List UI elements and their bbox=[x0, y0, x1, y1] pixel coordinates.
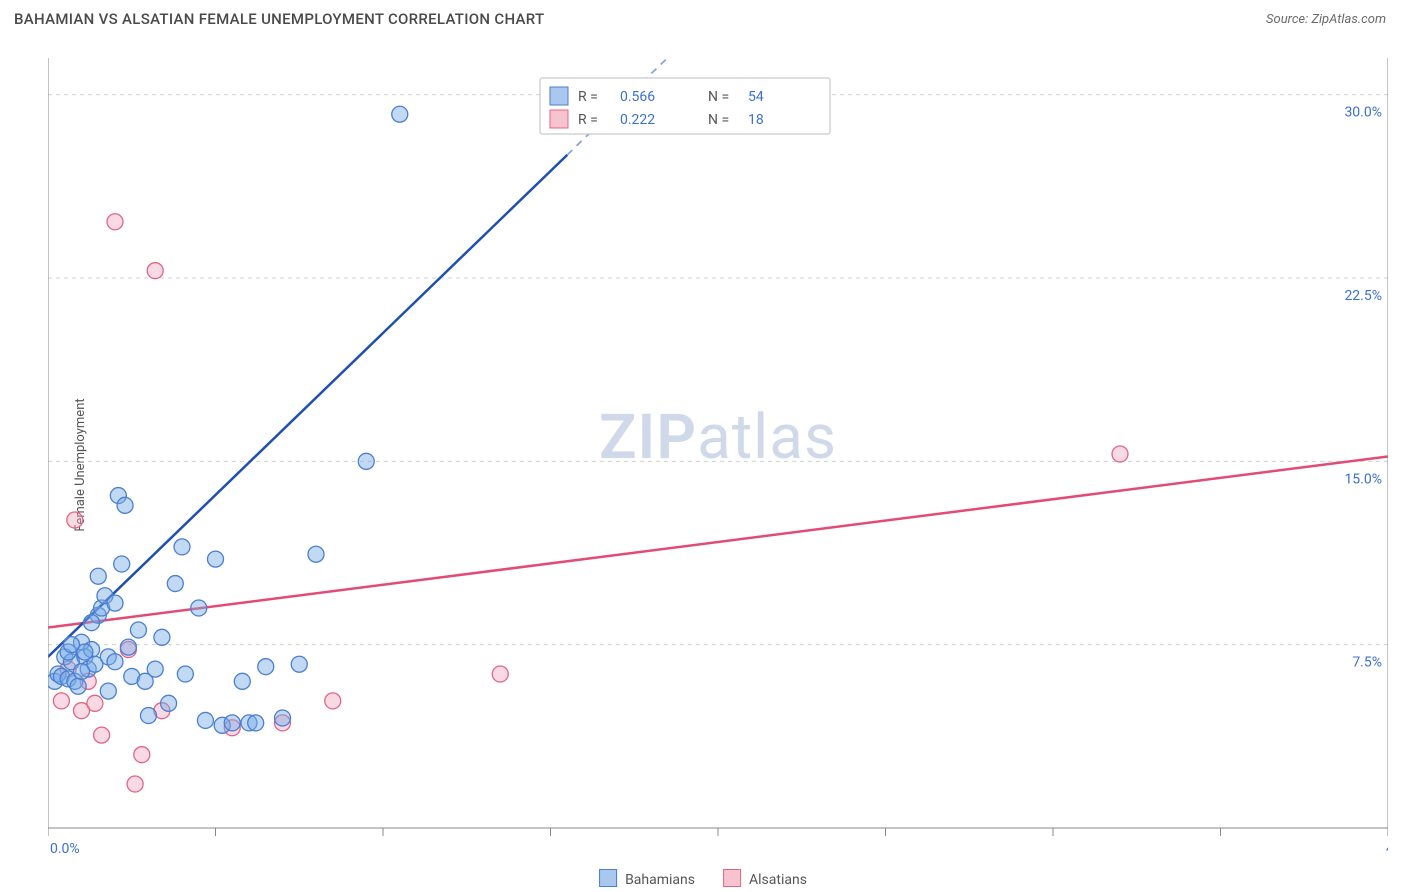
data-point-alsatian bbox=[134, 747, 150, 763]
legend-label-alsatians: Alsatians bbox=[749, 872, 807, 888]
data-point-bahamian bbox=[141, 708, 157, 724]
data-point-bahamian bbox=[114, 556, 130, 572]
legend-r-label-2: R = bbox=[578, 112, 598, 128]
data-point-alsatian bbox=[67, 512, 83, 528]
source-prefix: Source: bbox=[1266, 12, 1311, 27]
data-point-bahamian bbox=[147, 661, 163, 677]
legend-r-value-1: 0.566 bbox=[620, 89, 655, 105]
legend-item-bahamians: Bahamians bbox=[599, 869, 695, 888]
data-point-bahamian bbox=[117, 497, 133, 513]
svg-text:22.5%: 22.5% bbox=[1344, 288, 1382, 304]
legend-n-value-2: 18 bbox=[748, 112, 764, 128]
correlation-legend: R = 0.566 N = 54 R = 0.222 N = 18 bbox=[540, 78, 830, 134]
legend-n-label-1: N = bbox=[708, 89, 729, 105]
legend-r-value-2: 0.222 bbox=[620, 112, 655, 128]
data-point-bahamian bbox=[130, 622, 146, 638]
data-point-alsatian bbox=[53, 693, 69, 709]
data-point-bahamian bbox=[70, 678, 86, 694]
svg-text:7.5%: 7.5% bbox=[1352, 655, 1382, 671]
source-name: ZipAtlas.com bbox=[1311, 12, 1386, 27]
data-point-bahamian bbox=[248, 715, 264, 731]
data-point-alsatian bbox=[147, 263, 163, 279]
legend-n-value-1: 54 bbox=[748, 89, 764, 105]
source-label: Source: ZipAtlas.com bbox=[1266, 12, 1386, 27]
data-point-alsatian bbox=[107, 214, 123, 230]
data-point-bahamian bbox=[84, 615, 100, 631]
data-point-alsatian bbox=[492, 666, 508, 682]
data-point-bahamian bbox=[74, 664, 90, 680]
data-point-bahamian bbox=[120, 639, 136, 655]
data-point-bahamian bbox=[177, 666, 193, 682]
data-point-bahamian bbox=[291, 656, 307, 672]
data-point-alsatian bbox=[1112, 446, 1128, 462]
legend-n-label-2: N = bbox=[708, 112, 729, 128]
plot-area: Female Unemployment ZIPatlas 0.0%40.0% 7… bbox=[0, 38, 1406, 892]
data-point-bahamian bbox=[208, 551, 224, 567]
data-point-bahamian bbox=[392, 106, 408, 122]
legend-swatch-alsatians bbox=[550, 110, 568, 128]
data-point-bahamian bbox=[167, 576, 183, 592]
data-point-alsatian bbox=[94, 727, 110, 743]
data-point-bahamian bbox=[107, 654, 123, 670]
data-point-alsatian bbox=[87, 695, 103, 711]
data-point-bahamian bbox=[154, 629, 170, 645]
data-point-alsatian bbox=[127, 776, 143, 792]
swatch-pink bbox=[723, 869, 741, 887]
data-point-bahamian bbox=[90, 568, 106, 584]
data-point-bahamian bbox=[258, 659, 274, 675]
data-point-bahamian bbox=[161, 695, 177, 711]
data-point-bahamian bbox=[234, 673, 250, 689]
legend-swatch-bahamians bbox=[550, 87, 568, 105]
series-legend: Bahamians Alsatians bbox=[599, 869, 807, 888]
data-point-bahamian bbox=[224, 715, 240, 731]
legend-item-alsatians: Alsatians bbox=[723, 869, 807, 888]
chart-title: BAHAMIAN VS ALSATIAN FEMALE UNEMPLOYMENT… bbox=[14, 10, 544, 28]
swatch-blue bbox=[599, 869, 617, 887]
data-point-bahamian bbox=[100, 683, 116, 699]
watermark: ZIPatlas bbox=[599, 401, 837, 474]
legend-label-bahamians: Bahamians bbox=[625, 872, 695, 888]
scatter-chart: ZIPatlas 0.0% 40.0% 7.5% 15.0% 22.5% 30.0% R… bbox=[48, 58, 1388, 858]
svg-text:0.0%: 0.0% bbox=[50, 841, 80, 857]
data-point-bahamian bbox=[191, 600, 207, 616]
data-point-bahamian bbox=[63, 637, 79, 653]
data-point-bahamian bbox=[308, 546, 324, 562]
svg-text:30.0%: 30.0% bbox=[1344, 105, 1382, 121]
legend-r-label-1: R = bbox=[578, 89, 598, 105]
data-point-bahamian bbox=[358, 453, 374, 469]
data-point-bahamian bbox=[197, 712, 213, 728]
svg-text:40.0%: 40.0% bbox=[1386, 841, 1388, 857]
chart-header: BAHAMIAN VS ALSATIAN FEMALE UNEMPLOYMENT… bbox=[0, 0, 1406, 36]
svg-text:15.0%: 15.0% bbox=[1344, 471, 1382, 487]
data-point-bahamian bbox=[275, 710, 291, 726]
data-point-alsatian bbox=[325, 693, 341, 709]
data-point-bahamian bbox=[107, 595, 123, 611]
data-point-bahamian bbox=[174, 539, 190, 555]
